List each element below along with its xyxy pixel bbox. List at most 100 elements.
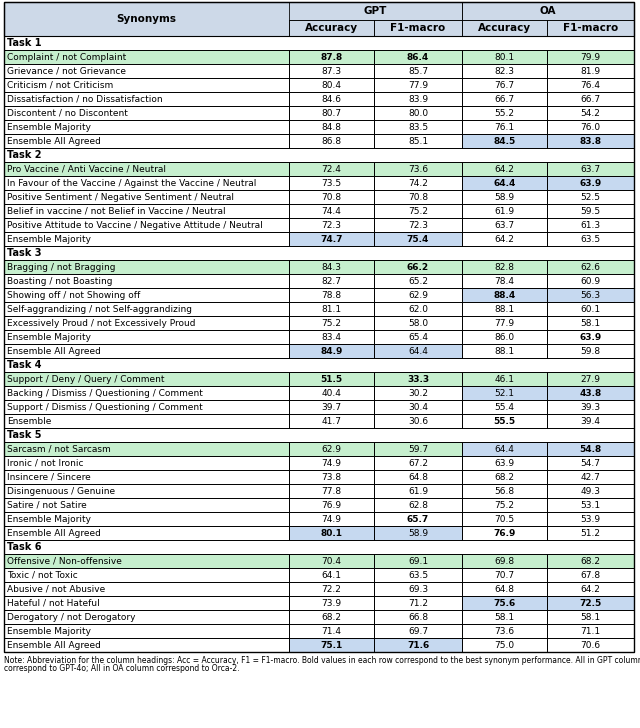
Bar bbox=[4, 92, 289, 106]
Bar bbox=[374, 568, 462, 582]
Text: 59.8: 59.8 bbox=[580, 347, 600, 355]
Bar bbox=[4, 498, 289, 512]
Bar bbox=[289, 302, 374, 316]
Bar bbox=[4, 64, 289, 78]
Bar bbox=[4, 78, 289, 92]
Text: 62.9: 62.9 bbox=[321, 445, 342, 454]
Text: 82.3: 82.3 bbox=[495, 66, 515, 76]
Bar bbox=[289, 596, 374, 610]
Text: OA: OA bbox=[540, 6, 556, 16]
Bar bbox=[547, 232, 634, 246]
Bar bbox=[374, 386, 462, 400]
Bar bbox=[4, 484, 289, 498]
Bar bbox=[4, 414, 289, 428]
Bar bbox=[289, 470, 374, 484]
Bar bbox=[374, 414, 462, 428]
Bar bbox=[547, 78, 634, 92]
Text: 73.5: 73.5 bbox=[321, 178, 342, 188]
Text: F1-macro: F1-macro bbox=[390, 23, 445, 33]
Bar bbox=[462, 92, 547, 106]
Text: Ensemble Majority: Ensemble Majority bbox=[7, 234, 91, 243]
Bar bbox=[4, 50, 289, 64]
Text: Toxic / not Toxic: Toxic / not Toxic bbox=[7, 571, 77, 579]
Bar bbox=[462, 512, 547, 526]
Bar bbox=[374, 274, 462, 288]
Text: Support / Dismiss / Questioning / Comment: Support / Dismiss / Questioning / Commen… bbox=[7, 403, 203, 411]
Text: 52.1: 52.1 bbox=[495, 389, 515, 397]
Text: 58.9: 58.9 bbox=[408, 529, 428, 537]
Text: Insincere / Sincere: Insincere / Sincere bbox=[7, 472, 91, 481]
Text: 30.2: 30.2 bbox=[408, 389, 428, 397]
Text: 80.7: 80.7 bbox=[321, 108, 342, 117]
Bar bbox=[289, 64, 374, 78]
Text: 86.4: 86.4 bbox=[407, 52, 429, 61]
Text: 62.6: 62.6 bbox=[580, 263, 600, 272]
Text: Ensemble Majority: Ensemble Majority bbox=[7, 333, 91, 341]
Text: 67.8: 67.8 bbox=[580, 571, 600, 579]
Text: Hateful / not Hateful: Hateful / not Hateful bbox=[7, 598, 100, 607]
Bar bbox=[547, 568, 634, 582]
Text: 79.9: 79.9 bbox=[580, 52, 600, 61]
Text: 72.3: 72.3 bbox=[321, 221, 342, 229]
Text: Excessively Proud / not Excessively Proud: Excessively Proud / not Excessively Prou… bbox=[7, 319, 195, 328]
Bar bbox=[547, 92, 634, 106]
Text: Ensemble: Ensemble bbox=[7, 416, 51, 425]
Bar bbox=[4, 316, 289, 330]
Bar bbox=[4, 512, 289, 526]
Text: 65.4: 65.4 bbox=[408, 333, 428, 341]
Text: 71.6: 71.6 bbox=[407, 641, 429, 649]
Bar bbox=[462, 484, 547, 498]
Text: 42.7: 42.7 bbox=[580, 472, 600, 481]
Bar bbox=[4, 414, 289, 428]
Text: 63.9: 63.9 bbox=[579, 333, 602, 341]
Bar bbox=[4, 428, 634, 442]
Bar bbox=[462, 78, 547, 92]
Text: 63.5: 63.5 bbox=[580, 234, 600, 243]
Text: 51.2: 51.2 bbox=[580, 529, 600, 537]
Text: 39.4: 39.4 bbox=[580, 416, 600, 425]
Bar bbox=[4, 540, 634, 554]
Bar bbox=[4, 36, 634, 50]
Bar bbox=[547, 274, 634, 288]
Bar bbox=[462, 596, 547, 610]
Bar bbox=[547, 498, 634, 512]
Bar bbox=[374, 20, 462, 36]
Bar bbox=[547, 554, 634, 568]
Text: 62.0: 62.0 bbox=[408, 304, 428, 314]
Bar bbox=[4, 386, 289, 400]
Bar bbox=[289, 120, 374, 134]
Bar bbox=[374, 134, 462, 148]
Bar bbox=[374, 330, 462, 344]
Bar bbox=[289, 386, 374, 400]
Bar bbox=[289, 92, 374, 106]
Bar bbox=[374, 526, 462, 540]
Bar bbox=[462, 162, 547, 176]
Text: 77.8: 77.8 bbox=[321, 486, 342, 496]
Bar bbox=[289, 400, 374, 414]
Bar bbox=[289, 638, 374, 652]
Bar bbox=[547, 330, 634, 344]
Text: 60.1: 60.1 bbox=[580, 304, 600, 314]
Bar bbox=[374, 176, 462, 190]
Text: 52.5: 52.5 bbox=[580, 192, 600, 202]
Text: 70.4: 70.4 bbox=[321, 556, 342, 566]
Text: 53.9: 53.9 bbox=[580, 515, 600, 523]
Bar bbox=[4, 330, 289, 344]
Text: correspond to GPT-4o; All in OA column correspond to Orca-2.: correspond to GPT-4o; All in OA column c… bbox=[4, 664, 239, 673]
Bar bbox=[547, 596, 634, 610]
Bar bbox=[547, 78, 634, 92]
Text: 74.4: 74.4 bbox=[321, 207, 341, 215]
Bar bbox=[462, 92, 547, 106]
Text: Offensive / Non-offensive: Offensive / Non-offensive bbox=[7, 556, 122, 566]
Bar bbox=[4, 568, 289, 582]
Text: 66.7: 66.7 bbox=[580, 95, 600, 103]
Bar bbox=[4, 78, 289, 92]
Bar bbox=[4, 190, 289, 204]
Bar bbox=[4, 344, 289, 358]
Text: 59.7: 59.7 bbox=[408, 445, 428, 454]
Bar bbox=[547, 120, 634, 134]
Text: 63.7: 63.7 bbox=[580, 165, 600, 173]
Bar bbox=[547, 20, 634, 36]
Bar bbox=[462, 400, 547, 414]
Text: 70.6: 70.6 bbox=[580, 641, 600, 649]
